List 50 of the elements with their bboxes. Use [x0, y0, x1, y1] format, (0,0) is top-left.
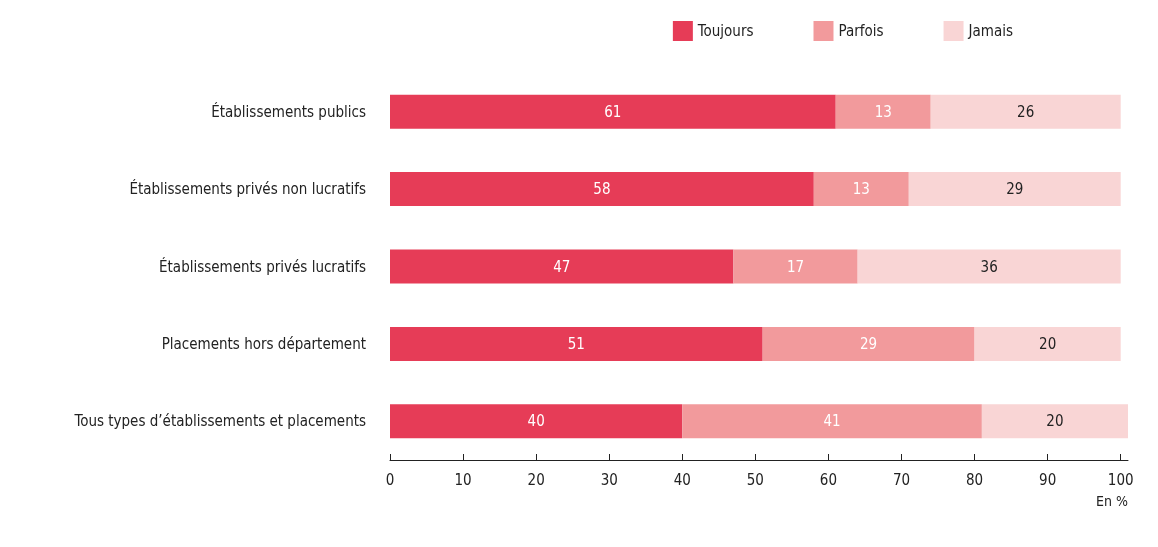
y-tick-label: Établissements privés non lucratifs [129, 179, 366, 199]
y-tick-label: Placements hors département [161, 334, 366, 353]
data-label: 13 [874, 102, 892, 121]
data-label: 40 [527, 412, 545, 431]
x-tick-label: 60 [819, 470, 837, 489]
bar [390, 326, 763, 361]
bar [762, 326, 975, 361]
x-tick-label: 40 [673, 470, 691, 489]
x-axis-title: En % [1096, 493, 1129, 509]
bar [682, 404, 982, 439]
data-label: 13 [852, 180, 870, 199]
bar [390, 172, 814, 207]
data-label: 47 [553, 257, 571, 276]
x-tick-label: 90 [1039, 470, 1057, 489]
x-tick-label: 80 [965, 470, 984, 489]
bar [390, 249, 734, 284]
bar [908, 172, 1121, 207]
x-tick-label: 20 [527, 470, 545, 489]
data-label: 61 [604, 102, 622, 121]
data-label: 58 [593, 180, 611, 199]
x-tick-label: 100 [1107, 470, 1134, 489]
y-tick-label: Établissements privés lucratifs [159, 256, 366, 276]
legend-label: Jamais [967, 22, 1014, 40]
data-label: 41 [823, 412, 841, 431]
y-tick-label: Établissements publics [211, 101, 366, 121]
data-label: 51 [567, 334, 585, 353]
x-tick-label: 10 [454, 470, 472, 489]
data-label: 36 [980, 257, 998, 276]
bar [390, 404, 683, 439]
bar [733, 249, 858, 284]
data-label: 29 [1006, 180, 1024, 199]
x-tick-label: 30 [600, 470, 618, 489]
legend-label: Toujours [696, 22, 754, 40]
data-label: 20 [1039, 334, 1057, 353]
bar [981, 404, 1128, 439]
x-tick-label: 70 [892, 470, 911, 489]
y-tick-label: Tous types d’établissements et placements [73, 412, 366, 431]
bar [974, 326, 1121, 361]
x-tick-label: 0 [385, 470, 395, 489]
data-label: 20 [1046, 412, 1064, 431]
x-tick-label: 50 [746, 470, 764, 489]
bar [813, 172, 909, 207]
data-label: 29 [860, 334, 878, 353]
bar [930, 94, 1121, 129]
bar [390, 94, 836, 129]
bar [835, 94, 931, 129]
legend-label: Parfois [838, 22, 884, 40]
data-label: 26 [1017, 102, 1035, 121]
bar [857, 249, 1121, 284]
data-label: 17 [786, 257, 805, 276]
